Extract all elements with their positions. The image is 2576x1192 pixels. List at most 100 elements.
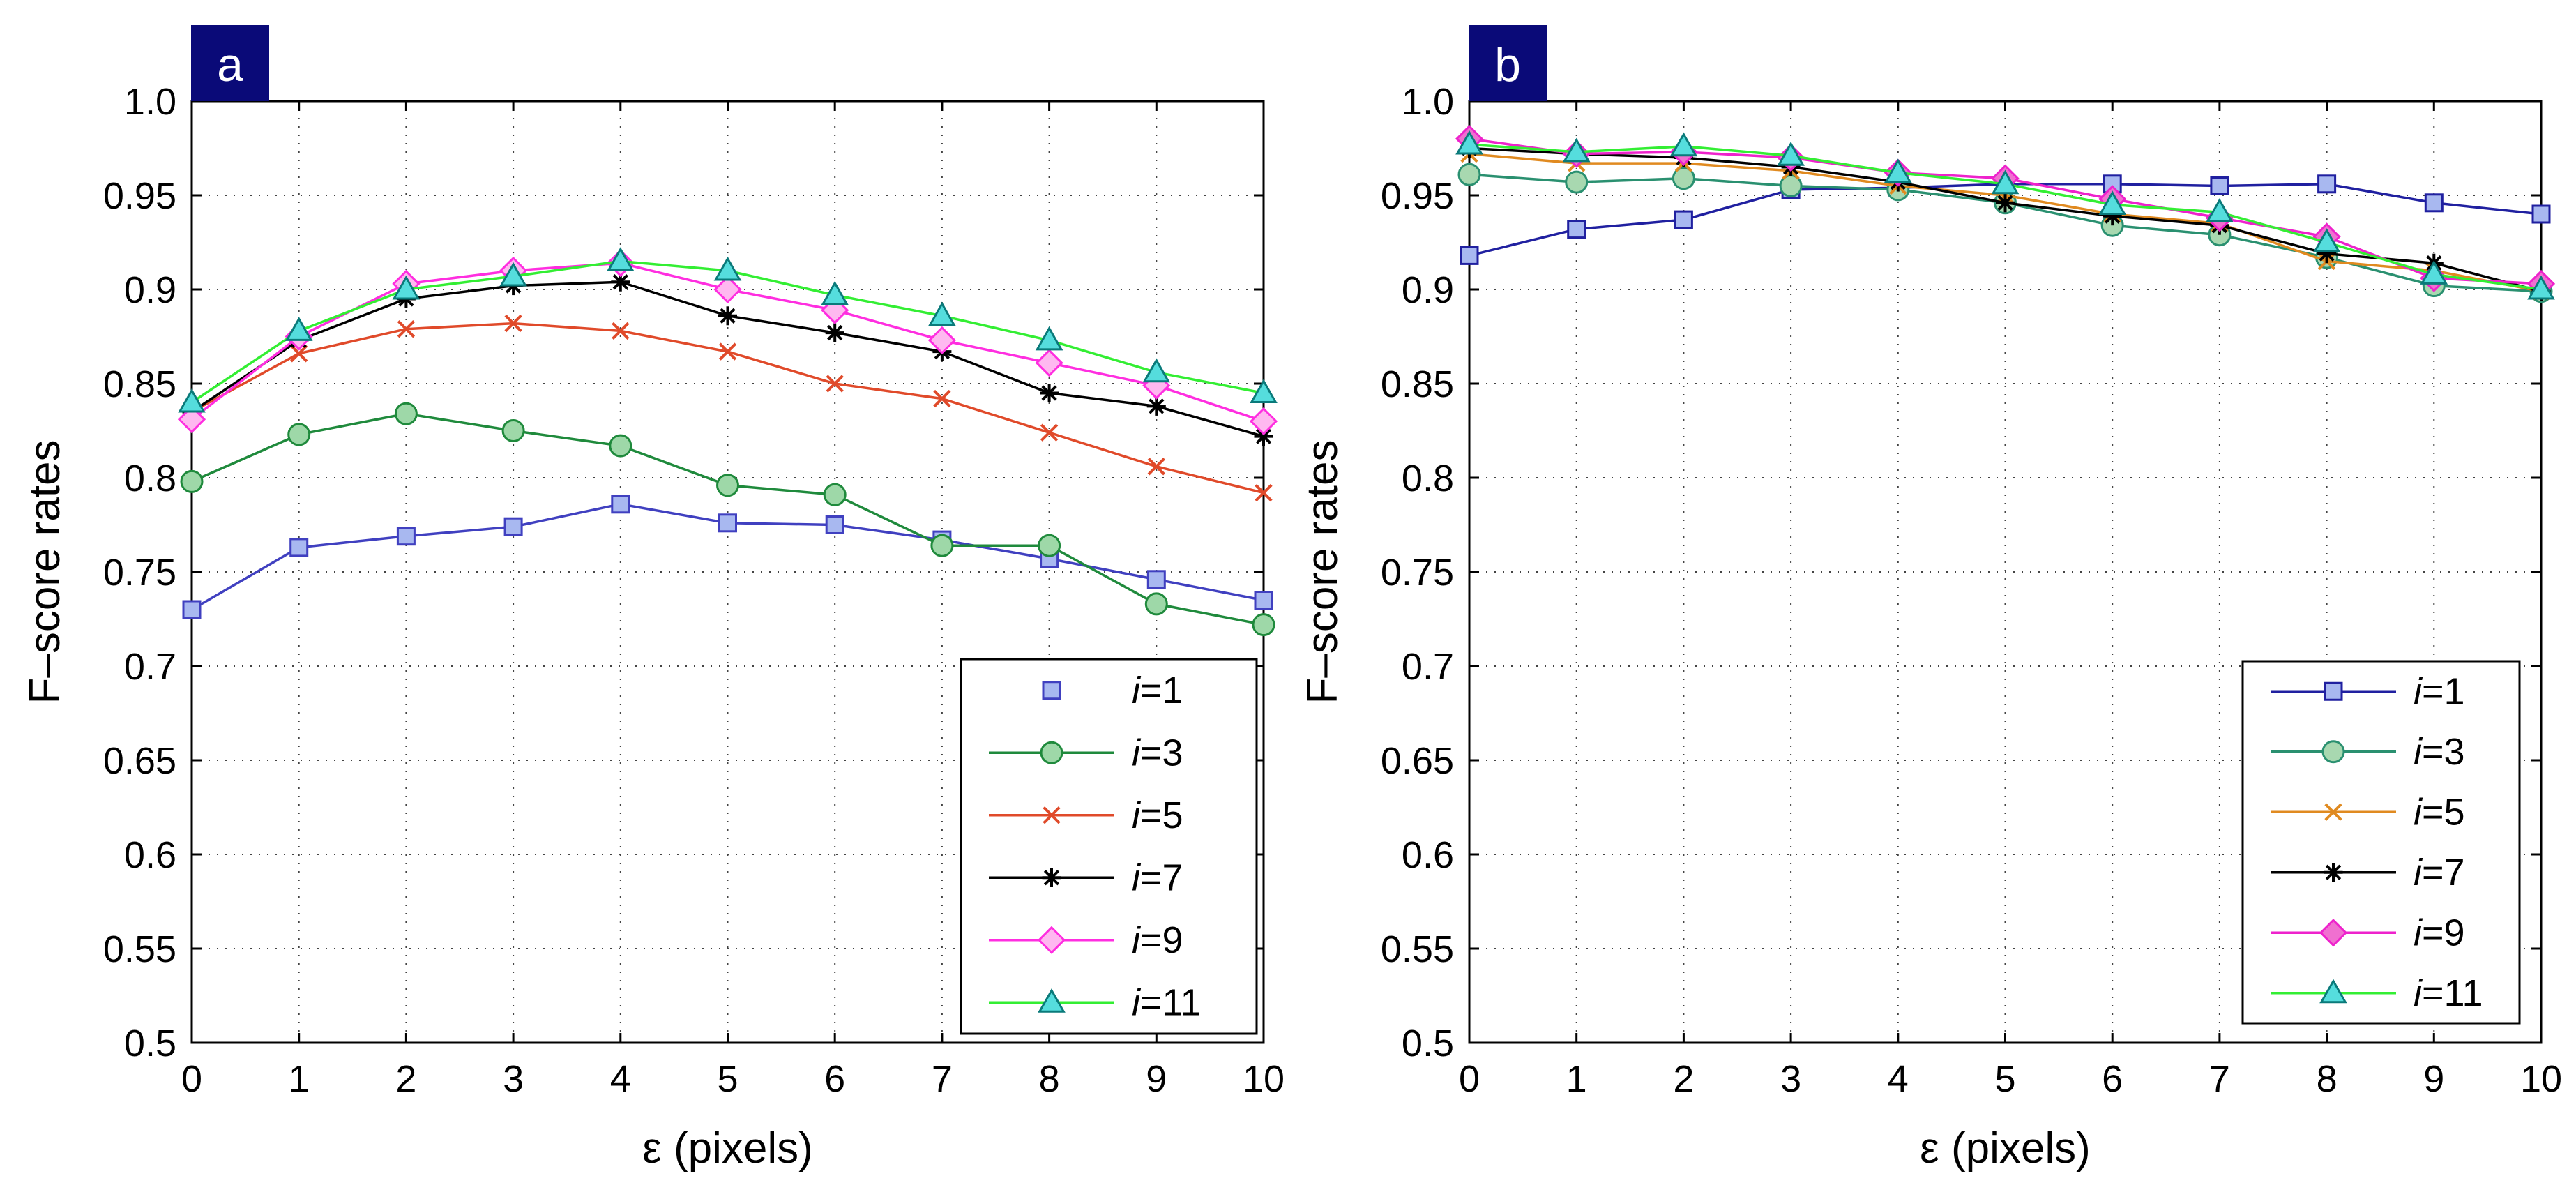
x-tick-label: 6 [824, 1058, 845, 1100]
data-point [1455, 130, 1483, 155]
data-point [933, 389, 951, 408]
data-point [609, 434, 632, 458]
panel-badge [191, 25, 269, 101]
x-tick-label: 0 [1459, 1058, 1480, 1100]
y-tick-label: 0.95 [1381, 175, 1454, 217]
data-point-stroke-d2 [827, 324, 843, 341]
data-point-stroke-d2 [612, 274, 628, 290]
data-point [1038, 534, 1061, 557]
legend-label-var: i [1132, 794, 1142, 836]
data-point-stroke-b [397, 320, 416, 338]
data-point [606, 247, 635, 271]
legend-marker [2324, 803, 2342, 821]
legend-label-var: i [1132, 919, 1142, 961]
legend-label-var: i [2414, 852, 2423, 893]
legend-label-var: i [2414, 670, 2423, 712]
x-tick-label: 1 [1566, 1058, 1587, 1100]
legend-marker-stroke-b [1043, 806, 1061, 824]
legend-label: i=3 [1132, 732, 1183, 774]
data-point [826, 375, 844, 393]
x-tick-label: 3 [1780, 1058, 1801, 1100]
legend-label-var: i [1132, 981, 1142, 1023]
data-point [2420, 260, 2448, 285]
x-tick-label: 7 [2209, 1058, 2230, 1100]
y-tick-label: 0.65 [1381, 740, 1454, 782]
data-point [1146, 570, 1166, 589]
y-tick-label: 0.9 [1402, 269, 1454, 311]
data-point [1996, 193, 2015, 213]
legend-marker [1042, 681, 1061, 700]
y-tick-label: 0.95 [103, 175, 176, 217]
data-point [392, 275, 421, 300]
legend: i=1i=3i=5i=7i=9i=11 [960, 658, 1258, 1035]
data-point-stroke-b [1040, 423, 1059, 442]
legend-label: i=5 [1132, 794, 1183, 836]
legend-label-val: =1 [2422, 670, 2465, 712]
data-point [2206, 198, 2234, 222]
x-tick-label: 0 [181, 1058, 202, 1100]
data-point [178, 388, 206, 413]
data-point [1669, 132, 1698, 157]
x-axis-title: ε (pixels) [1920, 1124, 2091, 1172]
data-point [1252, 613, 1275, 637]
x-tick-label: 10 [2520, 1058, 2562, 1100]
data-point-stroke-d2 [1997, 195, 2013, 211]
legend-label: i=9 [2414, 912, 2465, 953]
x-tick-label: 5 [1994, 1058, 2015, 1100]
legend-label-val: =5 [1140, 794, 1183, 836]
y-tick-label: 0.85 [1381, 363, 1454, 405]
data-point [1035, 349, 1063, 377]
data-point [285, 317, 313, 341]
data-point-stroke-b [1255, 483, 1273, 502]
data-point [825, 323, 844, 342]
data-point [501, 419, 525, 442]
panel-badge-label: b [1494, 38, 1521, 91]
legend-marker [1040, 741, 1063, 764]
data-point [2527, 275, 2555, 300]
legend-box [960, 658, 1258, 1035]
chart-panel-b: 0.5 0.55 0.6 0.65 0.7 0.75 0.8 0.85 0.9 0.95 1.0 0 1… [1298, 25, 2562, 1172]
x-tick-label: 5 [717, 1058, 738, 1100]
legend-label-val: =3 [1140, 732, 1183, 774]
x-tick-label: 2 [1673, 1058, 1694, 1100]
data-point [1035, 326, 1063, 351]
data-point [1146, 396, 1166, 416]
data-point [1147, 458, 1165, 476]
panel-badge [1469, 25, 1547, 101]
data-point [504, 314, 522, 333]
data-point-stroke-d2 [1041, 385, 1057, 401]
x-tick-label: 9 [1146, 1058, 1167, 1100]
x-tick-label: 6 [2102, 1058, 2123, 1100]
data-point-stroke-d2 [1149, 398, 1165, 414]
y-tick-label: 0.7 [1402, 646, 1454, 688]
x-tick-label: 4 [1888, 1058, 1909, 1100]
y-tick-label: 0.85 [103, 363, 176, 405]
data-point [718, 342, 737, 361]
y-tick-label: 1.0 [1402, 81, 1454, 123]
legend-marker-stroke-d2 [2325, 864, 2342, 880]
y-tick-label: 1.0 [124, 81, 176, 123]
data-point [1144, 592, 1168, 616]
data-point [716, 474, 739, 497]
y-tick-label: 0.8 [1402, 458, 1454, 499]
legend-marker [2324, 863, 2343, 882]
legend-label: i=1 [1132, 670, 1183, 711]
data-point [2424, 193, 2444, 213]
legend-label-val: =7 [2422, 852, 2465, 893]
y-tick-label: 0.8 [124, 458, 176, 499]
data-point [612, 322, 630, 340]
legend-label: i=9 [1132, 919, 1183, 961]
x-tick-label: 3 [503, 1058, 524, 1100]
data-point [1777, 142, 1805, 166]
legend-label-val: =9 [2422, 912, 2465, 953]
x-tick-label: 9 [2423, 1058, 2444, 1100]
data-point-stroke-d2 [720, 308, 736, 324]
y-tick-label: 0.75 [1381, 552, 1454, 594]
data-point [397, 320, 416, 338]
legend-marker [2319, 919, 2348, 947]
data-point [823, 483, 847, 506]
y-tick-label: 0.75 [103, 552, 176, 594]
data-point [290, 345, 308, 363]
data-point [928, 301, 956, 326]
legend-label-var: i [1132, 857, 1142, 898]
